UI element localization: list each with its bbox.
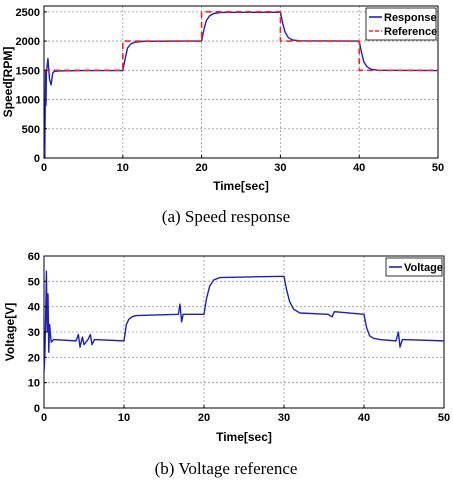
legend: Response Reference: [365, 7, 437, 41]
y-tick-label: 50: [28, 276, 40, 288]
legend-label: Response: [384, 12, 437, 24]
caption: (b) Voltage reference: [155, 459, 298, 478]
legend-box: [385, 257, 443, 277]
chart-voltage-reference: 0 10 20 30 40 50 0 10 20 30 40 50 60 Time[sec] Volta…: [3, 251, 450, 478]
y-tick-label: 0: [34, 153, 40, 165]
y-tick-label: 2500: [16, 7, 40, 19]
series-line-voltage: [43, 270, 445, 373]
series-group: [43, 270, 445, 373]
x-tick-label: 30: [274, 162, 286, 174]
tick-labels: 0 10 20 30 40 50 0 10 20 30 40 50 60: [28, 251, 450, 424]
x-tick-label: 10: [118, 412, 130, 424]
y-tick-label: 60: [28, 251, 40, 263]
legend-box: [365, 7, 437, 41]
legend-label: Voltage: [404, 262, 443, 274]
y-tick-label: 1500: [16, 65, 40, 77]
x-tick-label: 30: [278, 412, 290, 424]
y-axis-label: Voltage[V]: [3, 303, 17, 361]
x-tick-label: 20: [198, 412, 210, 424]
x-tick-label: 40: [353, 162, 365, 174]
x-tick-label: 50: [438, 412, 450, 424]
x-tick-label: 0: [41, 412, 47, 424]
legend-label: Reference: [384, 26, 437, 38]
y-tick-label: 10: [28, 378, 40, 390]
x-axis-label: Time[sec]: [213, 179, 269, 193]
y-tick-label: 0: [34, 403, 40, 415]
x-tick-label: 20: [195, 162, 207, 174]
y-axis-label: Speed[RPM]: [1, 47, 15, 118]
series-line-reference: [44, 11, 438, 72]
plot-frame: [43, 5, 439, 159]
y-tick-label: 20: [28, 352, 40, 364]
x-axis-label: Time[sec]: [216, 430, 272, 444]
series-group: [44, 11, 439, 159]
y-tick-label: 30: [28, 327, 40, 339]
legend: Voltage: [385, 257, 443, 277]
x-tick-label: 0: [41, 162, 47, 174]
x-tick-label: 40: [358, 412, 370, 424]
x-tick-label: 10: [117, 162, 129, 174]
caption: (a) Speed response: [162, 207, 290, 226]
gridlines: [44, 256, 444, 408]
y-tick-label: 2000: [16, 36, 40, 48]
x-tick-label: 50: [432, 162, 444, 174]
y-tick-label: 1000: [16, 95, 40, 107]
y-tick-label: 500: [22, 124, 40, 136]
y-tick-label: 40: [28, 302, 40, 314]
